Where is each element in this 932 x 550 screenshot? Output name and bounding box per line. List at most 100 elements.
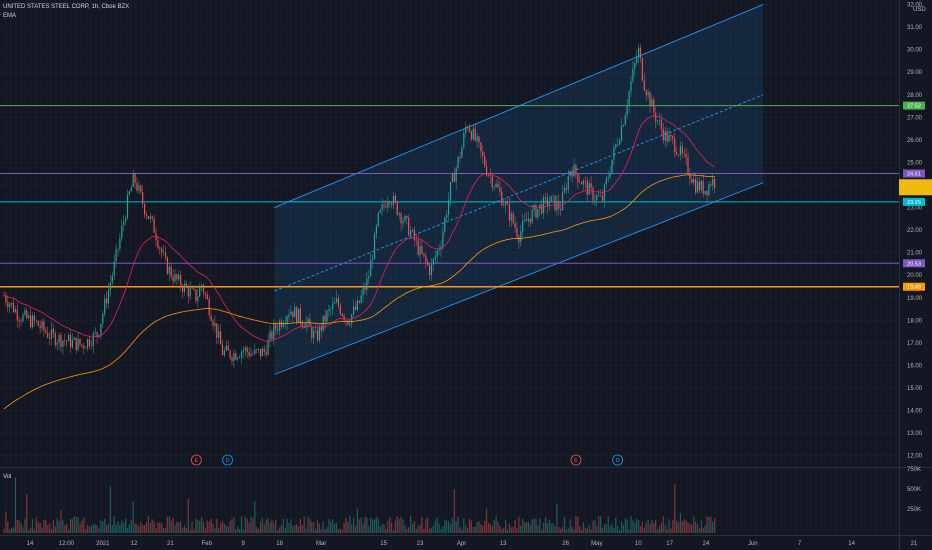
candle-body bbox=[47, 332, 49, 338]
time-tick-label: 12 bbox=[131, 541, 138, 547]
volume-bar bbox=[518, 516, 520, 533]
candle-body bbox=[92, 333, 94, 347]
volume-bar bbox=[208, 521, 210, 533]
candle-body bbox=[354, 306, 357, 310]
volume-bar bbox=[75, 516, 77, 533]
candle-body bbox=[525, 219, 528, 222]
candle-body bbox=[639, 47, 642, 59]
volume-bar bbox=[664, 524, 666, 533]
volume-bar bbox=[341, 529, 343, 533]
candle-body bbox=[202, 284, 205, 294]
volume-bar bbox=[296, 524, 298, 533]
event-marker-label: D bbox=[226, 458, 230, 464]
volume-bar bbox=[429, 528, 431, 533]
candle-body bbox=[573, 164, 575, 177]
ema-indicator-label[interactable]: EMA bbox=[3, 13, 17, 19]
volume-bar bbox=[197, 519, 199, 533]
candle-body bbox=[123, 221, 125, 226]
price-axis[interactable]: 12.00 13.00 14.00 15.00 16.00 17.00 18.00 19.00… bbox=[907, 3, 926, 460]
volume-bar bbox=[256, 527, 258, 533]
volume-bar bbox=[687, 522, 689, 533]
candle-body bbox=[630, 81, 632, 92]
volume-bar bbox=[373, 519, 376, 533]
volume-indicator-label[interactable]: Vol bbox=[3, 474, 12, 480]
volume-bar bbox=[303, 516, 305, 533]
volume-bar bbox=[204, 528, 206, 533]
candle-body bbox=[43, 321, 45, 331]
volume-bar bbox=[229, 521, 231, 533]
candle-body bbox=[634, 62, 636, 69]
candle-body bbox=[563, 187, 566, 193]
volume-bar bbox=[436, 517, 438, 533]
candle-body bbox=[645, 90, 647, 96]
candle-body bbox=[237, 357, 239, 360]
candle-body bbox=[75, 337, 77, 351]
candle-body bbox=[539, 204, 541, 209]
candle-body bbox=[134, 173, 136, 184]
volume-bar bbox=[31, 519, 34, 533]
volume-bar bbox=[136, 524, 138, 533]
volume-bar bbox=[104, 518, 106, 533]
candle-body bbox=[632, 68, 634, 82]
event-marker[interactable] bbox=[612, 454, 623, 466]
volume-bar bbox=[535, 519, 537, 533]
candle-body bbox=[176, 274, 178, 280]
candle-body bbox=[400, 213, 402, 224]
volume-bar bbox=[83, 517, 85, 533]
event-marker[interactable] bbox=[570, 454, 582, 466]
volume-bar bbox=[624, 518, 626, 533]
candle-body bbox=[429, 264, 431, 276]
volume-bar bbox=[562, 527, 564, 533]
candle-body bbox=[653, 99, 655, 113]
volume-bar bbox=[9, 529, 11, 533]
candle-body bbox=[168, 266, 170, 274]
candle-body bbox=[334, 302, 336, 304]
candle-body bbox=[478, 136, 480, 143]
candle-body bbox=[677, 154, 680, 156]
candle-body bbox=[117, 248, 119, 250]
candle-body bbox=[487, 175, 490, 176]
volume-bar bbox=[176, 521, 178, 533]
time-tick-label: 15 bbox=[380, 541, 387, 547]
candle-body bbox=[436, 250, 438, 257]
candle-body bbox=[212, 320, 214, 326]
time-axis[interactable]: 14 12:00 2021 12 21 Feb 9 18 Mar 15 23 Apr 13 26 May 10… bbox=[27, 541, 918, 547]
candle-body bbox=[185, 283, 187, 288]
candle-body bbox=[278, 321, 281, 331]
volume-bar bbox=[668, 519, 670, 533]
volume-bar bbox=[577, 516, 579, 533]
volume-bar bbox=[366, 517, 368, 533]
volume-bar bbox=[634, 522, 636, 533]
candle-body bbox=[24, 310, 26, 315]
volume-bar bbox=[172, 517, 174, 533]
volume-bar bbox=[404, 525, 406, 533]
volume-bar bbox=[155, 528, 157, 533]
candle-body bbox=[408, 217, 410, 236]
candle-body bbox=[5, 295, 7, 303]
volume-bar bbox=[362, 523, 364, 533]
volume-bar bbox=[512, 526, 514, 533]
candle-body bbox=[144, 204, 146, 215]
time-tick-label: May bbox=[591, 541, 602, 547]
volume-bar bbox=[552, 522, 554, 533]
horizontal-levels[interactable] bbox=[0, 105, 899, 288]
volume-bar bbox=[600, 516, 602, 533]
candle-body bbox=[223, 350, 225, 355]
event-marker[interactable] bbox=[190, 454, 202, 466]
volume-bar bbox=[254, 501, 256, 533]
candle-body bbox=[706, 190, 708, 196]
volume-bar bbox=[391, 522, 393, 533]
volume-bar bbox=[307, 516, 309, 533]
event-marker[interactable] bbox=[222, 454, 234, 466]
candle-body bbox=[263, 348, 265, 352]
level-price-tag bbox=[903, 282, 925, 291]
candle-body bbox=[544, 197, 547, 198]
symbol-title[interactable]: UNITED STATES STEEL CORP, 1h, Cboe BZX bbox=[3, 4, 130, 10]
candle-body bbox=[486, 166, 488, 176]
volume-bar bbox=[28, 529, 30, 533]
candle-body bbox=[233, 353, 235, 362]
candle-body bbox=[474, 128, 476, 141]
volume-bar bbox=[493, 520, 495, 533]
